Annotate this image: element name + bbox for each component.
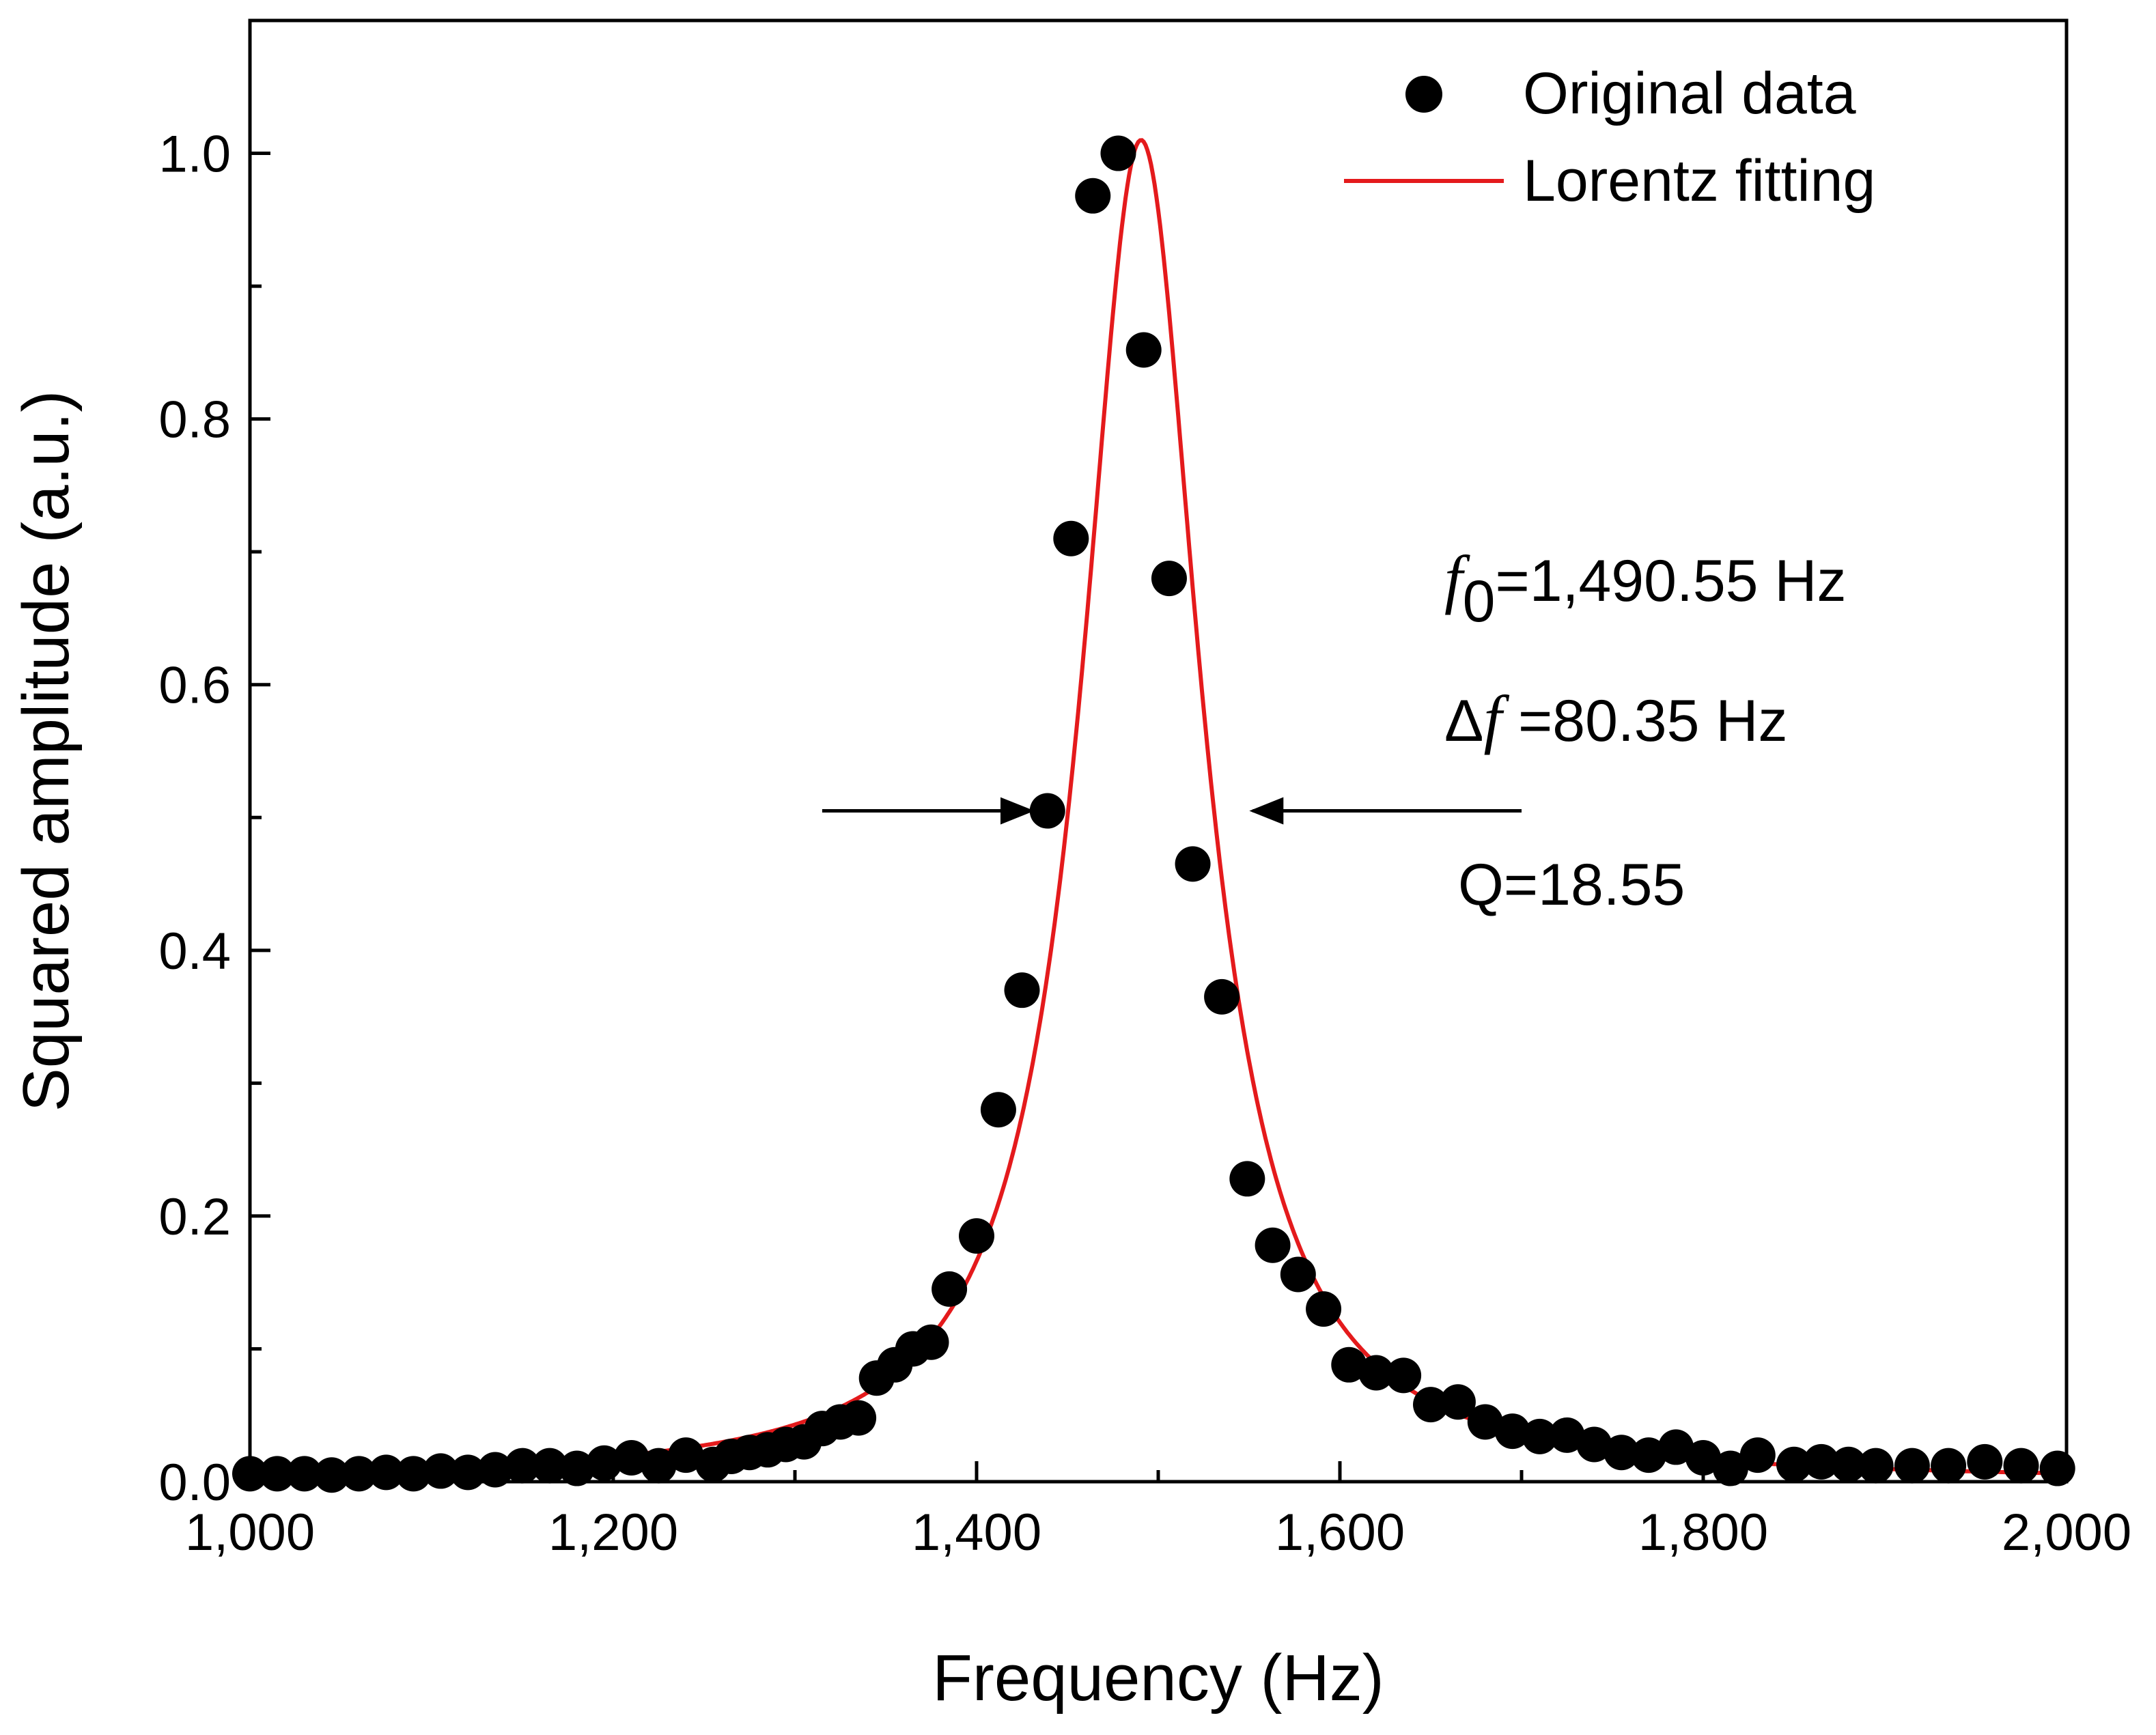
y-tick-label: 1.0: [158, 126, 231, 184]
data-point: [2039, 1450, 2075, 1486]
delta-f-value: =80.35 Hz: [1502, 688, 1787, 754]
x-tick-label: 1,000: [185, 1504, 315, 1562]
data-point: [1004, 972, 1040, 1008]
data-point: [586, 1445, 622, 1481]
annotations: f0=1,490.55 Hz Δf =80.35 Hz Q=18.55: [1444, 542, 1847, 918]
data-point: [932, 1271, 968, 1307]
legend-data-label: Original data: [1523, 61, 1856, 126]
y-tick-label: 0.2: [158, 1188, 231, 1246]
data-point: [1830, 1446, 1866, 1482]
data-point: [1255, 1227, 1291, 1263]
data-point: [423, 1453, 459, 1489]
data-point: [232, 1456, 268, 1492]
data-point: [1467, 1404, 1503, 1440]
y-tick-label: 0.4: [158, 922, 231, 981]
data-point: [286, 1456, 322, 1492]
legend: Original data Lorentz fitting: [1344, 61, 1875, 214]
data-point: [1549, 1417, 1585, 1453]
y-axis-ticks: 0.0 0.2 0.4 0.6 0.8 1.0: [158, 126, 270, 1512]
data-point: [1029, 793, 1065, 829]
data-point: [1685, 1439, 1721, 1476]
x-tick-label: 1,800: [1638, 1504, 1768, 1562]
q-annotation: Q=18.55: [1458, 852, 1685, 918]
data-point: [1631, 1437, 1667, 1473]
data-point: [1358, 1355, 1395, 1391]
data-point: [1280, 1256, 1316, 1293]
plot-frame: [248, 18, 2069, 1484]
data-point: [1894, 1448, 1930, 1484]
data-point: [1776, 1446, 1812, 1482]
data-point: [1331, 1346, 1367, 1383]
data-point: [559, 1450, 595, 1486]
data-point: [1204, 978, 1240, 1015]
data-point: [1440, 1384, 1476, 1420]
data-point: [1604, 1435, 1640, 1471]
data-point: [368, 1454, 404, 1491]
data-point: [668, 1437, 704, 1473]
data-points: [232, 135, 2075, 1493]
data-point: [450, 1454, 486, 1491]
x-tick-label: 1,600: [1275, 1504, 1405, 1562]
data-point: [1658, 1429, 1694, 1465]
data-point: [477, 1452, 514, 1488]
data-point: [2003, 1448, 2039, 1484]
data-point: [505, 1448, 540, 1484]
data-point: [1386, 1357, 1422, 1394]
data-point: [1931, 1448, 1967, 1484]
data-point: [1413, 1387, 1448, 1423]
data-point: [1125, 332, 1162, 368]
f0-value: =1,490.55 Hz: [1496, 548, 1847, 614]
data-point: [1739, 1437, 1776, 1473]
plot-area: [248, 18, 2069, 1484]
y-tick-label: 0.8: [158, 391, 231, 449]
data-point: [395, 1456, 432, 1492]
data-point: [1967, 1443, 2003, 1480]
legend-fit-label: Lorentz fitting: [1523, 148, 1875, 214]
data-point: [913, 1324, 949, 1360]
x-axis-title: Frequency (Hz): [932, 1641, 1384, 1715]
f0-subscript: 0: [1463, 569, 1496, 634]
delta-symbol: Δ: [1444, 688, 1483, 754]
data-point: [1151, 561, 1187, 597]
x-tick-label: 1,200: [548, 1504, 678, 1562]
x-tick-label: 2,000: [2002, 1504, 2131, 1562]
data-point: [1522, 1418, 1558, 1454]
data-point: [1100, 135, 1136, 171]
data-point: [1306, 1291, 1342, 1327]
y-tick-label: 0.6: [158, 657, 231, 715]
x-axis-ticks: 1,000 1,200 1,400 1,600 1,800 2,000: [185, 1461, 2131, 1562]
x-tick-label: 1,400: [912, 1504, 1041, 1562]
data-point: [841, 1400, 877, 1436]
data-point: [1229, 1161, 1265, 1197]
legend-data-marker: [1405, 76, 1442, 113]
data-point: [613, 1439, 649, 1476]
data-point: [259, 1456, 295, 1492]
data-point: [531, 1448, 568, 1484]
data-point: [313, 1457, 350, 1493]
data-point: [980, 1092, 1016, 1128]
data-point: [959, 1218, 994, 1254]
data-point: [641, 1448, 677, 1484]
data-point: [1494, 1413, 1530, 1450]
data-point: [1075, 178, 1111, 214]
data-point: [1712, 1450, 1748, 1486]
delta-f-annotation: Δf =80.35 Hz: [1444, 682, 1787, 755]
y-tick-label: 0.0: [158, 1454, 231, 1512]
data-point: [1576, 1426, 1612, 1463]
data-point: [1175, 846, 1211, 882]
y-axis-title: Squared amplitude (a.u.): [10, 391, 83, 1112]
f0-annotation: f0=1,490.55 Hz: [1444, 542, 1847, 634]
data-point: [1053, 520, 1089, 556]
data-point: [1858, 1448, 1894, 1484]
data-point: [341, 1456, 377, 1492]
data-point: [1803, 1443, 1839, 1480]
